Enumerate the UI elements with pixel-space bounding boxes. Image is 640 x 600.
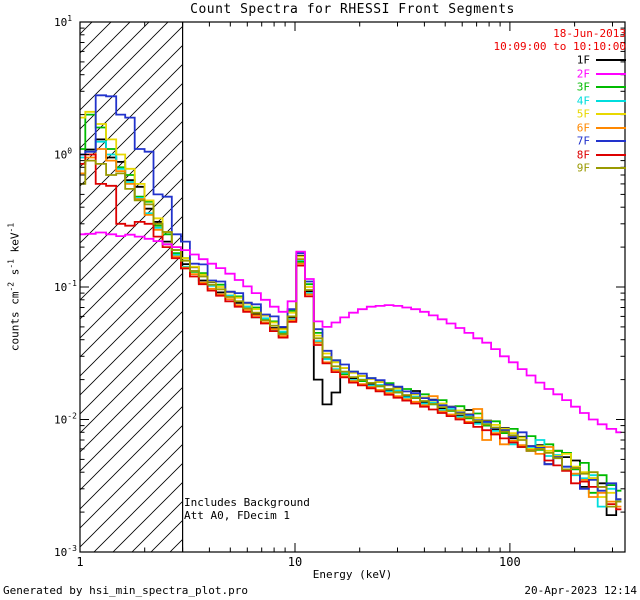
legend-line-swatch-8F <box>596 153 626 156</box>
legend-item-3F: 3F <box>494 80 626 94</box>
legend-time-range: 10:09:00 to 10:10:00 <box>493 40 626 53</box>
series-2F <box>80 231 622 434</box>
x-axis-label: Energy (keV) <box>312 568 393 581</box>
y-tick-label: 10-2 <box>54 412 77 427</box>
legend-line-swatch-9F <box>596 167 626 169</box>
y-tick-label: 100 <box>54 147 72 162</box>
legend-line-swatch-3F <box>596 86 626 88</box>
hatch-region <box>80 22 183 552</box>
plot-annotations: Includes Background Att A0, FDecim 1 <box>184 496 310 522</box>
legend-label-8F: 8F <box>576 148 590 161</box>
legend-entries: 1F 2F 3F 4F 5F 6F 7F 8F 9F <box>494 53 626 175</box>
legend-line-swatch-4F <box>596 99 626 102</box>
y-tick-label: 101 <box>54 14 72 29</box>
legend-item-9F: 9F <box>494 161 626 175</box>
legend-item-7F: 7F <box>494 134 626 148</box>
legend-item-6F: 6F <box>494 121 626 134</box>
legend-label-1F: 1F <box>576 53 590 67</box>
series-7F <box>80 94 622 501</box>
x-tick-label: 1 <box>76 555 83 569</box>
plot-timestamp: 20-Apr-2023 12:14 <box>524 584 637 597</box>
series-9F <box>80 159 622 508</box>
legend-label-7F: 7F <box>576 134 590 148</box>
annotation-includes-background: Includes Background <box>184 496 310 509</box>
legend-label-9F: 9F <box>576 161 590 175</box>
legend-label-6F: 6F <box>576 121 590 134</box>
legend-label-5F: 5F <box>576 107 590 121</box>
legend-label-2F: 2F <box>576 67 590 80</box>
legend-line-swatch-7F <box>596 140 626 142</box>
annotation-attenuator-state: Att A0, FDecim 1 <box>184 509 290 522</box>
legend-label-4F: 4F <box>576 94 590 107</box>
x-tick-label: 10 <box>288 555 302 569</box>
legend-line-swatch-6F <box>596 126 626 129</box>
legend-item-5F: 5F <box>494 107 626 121</box>
y-tick-label: 10-1 <box>54 279 77 294</box>
legend: 18-Jun-2013 10:09:00 to 10:10:00 1F 2F 3F 4… <box>494 27 626 175</box>
legend-item-1F: 1F <box>494 53 626 67</box>
legend-line-swatch-2F <box>596 72 626 75</box>
legend-item-2F: 2F <box>494 67 626 80</box>
x-tick-label: 100 <box>499 555 521 569</box>
y-axis-label: counts cm-2 s-1 keV-1 <box>6 222 22 352</box>
legend-line-swatch-1F <box>596 59 626 61</box>
legend-line-swatch-5F <box>596 113 626 115</box>
generator-credit: Generated by hsi_min_spectra_plot.pro <box>3 584 249 597</box>
plot-title: Count Spectra for RHESSI Front Segments <box>190 2 515 17</box>
legend-item-4F: 4F <box>494 94 626 107</box>
legend-item-8F: 8F <box>494 148 626 161</box>
legend-label-3F: 3F <box>576 80 590 94</box>
y-tick-label: 10-3 <box>54 544 77 559</box>
legend-date: 18-Jun-2013 <box>553 27 626 40</box>
